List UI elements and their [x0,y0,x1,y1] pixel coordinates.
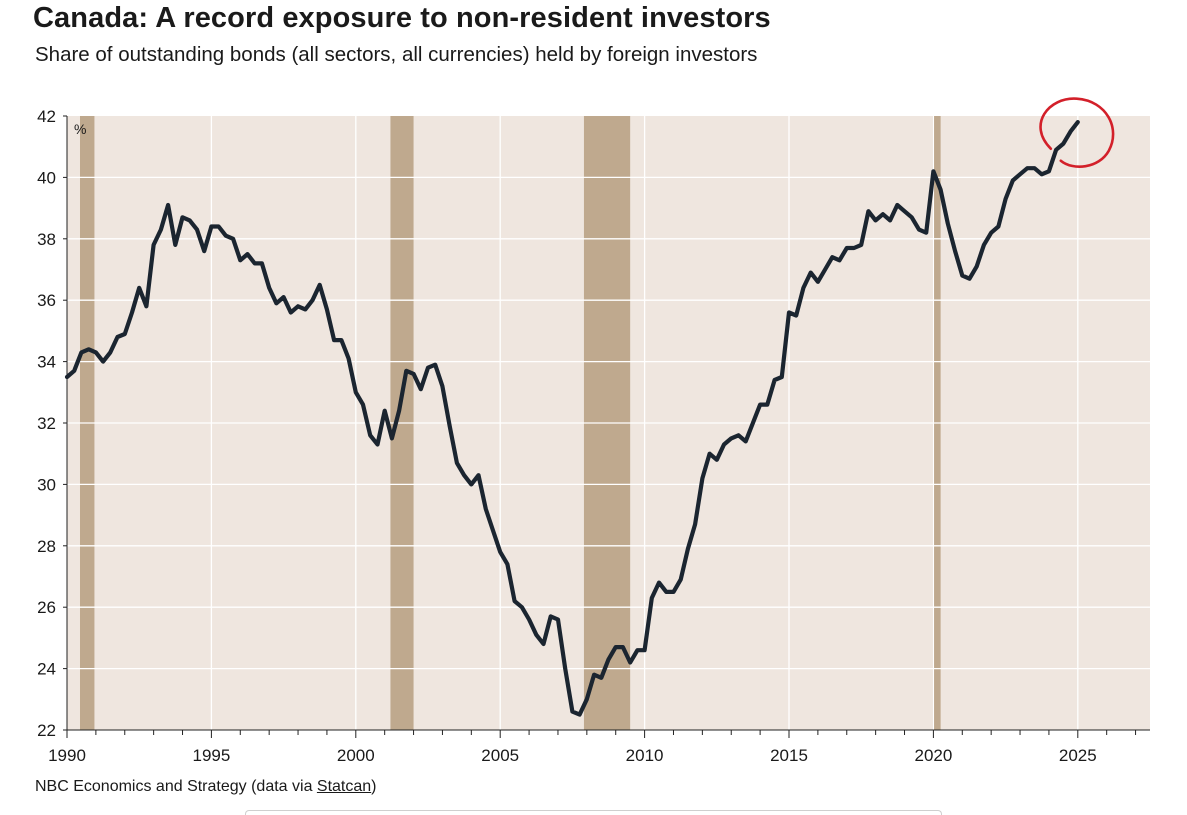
statcan-link[interactable]: Statcan [316,778,372,795]
x-tick-label: 1990 [48,746,86,765]
line-chart: 22 24 26 28 30 32 34 36 38 40 42 1990 1995 2000 2005 20… [37,97,1150,765]
source-prefix: NBC Economics and Strategy (data via [35,778,317,795]
y-tick-label: 38 [37,230,56,249]
bottom-scrollbar-edge [245,810,942,815]
source-suffix: ) [371,778,377,795]
y-tick-label: 24 [37,660,56,679]
unit-label: % [74,121,86,137]
x-tick-label: 2000 [337,746,375,765]
x-tick-label: 2025 [1059,746,1097,765]
chart-subtitle: Share of outstanding bonds (all sectors,… [35,43,758,66]
y-tick-label: 22 [37,721,56,740]
x-tick-label: 2020 [914,746,952,765]
y-tick-label: 26 [37,598,56,617]
x-tick-label: 2010 [626,746,664,765]
x-tick-label: 2015 [770,746,808,765]
y-tick-label: 42 [37,107,56,126]
y-tick-label: 28 [37,537,56,556]
x-tick-label: 2005 [481,746,519,765]
y-tick-label: 40 [37,168,56,187]
y-tick-label: 34 [37,353,56,372]
source-note: NBC Economics and Strategy (data via Sta… [35,778,377,796]
y-tick-label: 30 [37,475,56,494]
y-tick-label: 36 [37,291,56,310]
series-line [64,120,1080,717]
highlight-circle [1039,97,1115,168]
x-tick-label: 1995 [192,746,230,765]
y-tick-label: 32 [37,414,56,433]
chart-title: Canada: A record exposure to non-residen… [33,2,771,34]
